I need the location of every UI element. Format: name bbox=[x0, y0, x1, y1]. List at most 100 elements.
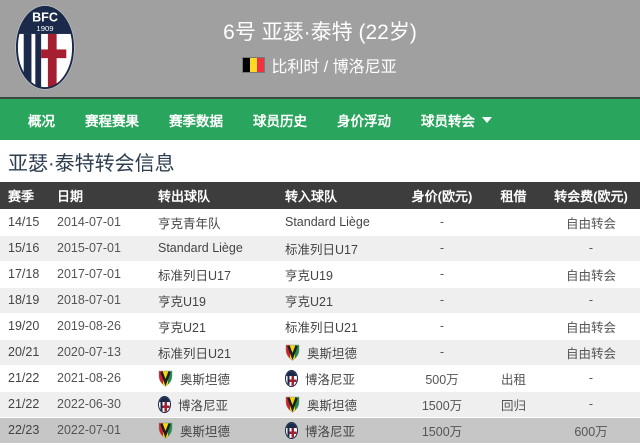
team-name: 亨克青年队 bbox=[158, 216, 221, 231]
loan-cell bbox=[485, 417, 542, 443]
team-name: 亨克U21 bbox=[285, 294, 333, 309]
team-name: 标准列日U21 bbox=[285, 320, 358, 335]
value-cell: 500万 bbox=[425, 372, 459, 387]
table-row: 19/20 2019-08-26 亨克U21 标准列日U21 - 自由转会 bbox=[0, 313, 640, 339]
table-body: 14/15 2014-07-01 亨克青年队 Standard Liège - 自由转会 1… bbox=[0, 209, 640, 443]
loan-cell bbox=[485, 235, 542, 261]
from-team-cell: 亨克青年队 bbox=[150, 209, 277, 235]
fee-cell: - bbox=[588, 293, 594, 307]
season-cell: 14/15 bbox=[8, 215, 40, 229]
to-team-cell: 标准列日U21 bbox=[277, 313, 399, 339]
bologna-crest-icon bbox=[285, 369, 298, 387]
player-header: BFC 1909 6号 亚瑟·泰特 (22岁) 比利时 / 博洛尼亚 bbox=[0, 0, 640, 97]
value-cell: - bbox=[439, 267, 445, 281]
from-team-cell: 博洛尼亚 bbox=[150, 391, 277, 417]
table-row: 15/16 2015-07-01 Standard Liège 标准列日U17 - - bbox=[0, 235, 640, 261]
team-name: 奥斯坦德 bbox=[180, 424, 231, 439]
club-initials: BFC bbox=[32, 10, 58, 24]
to-team-cell: 亨克U21 bbox=[277, 287, 399, 313]
team-name: 奥斯坦德 bbox=[307, 346, 358, 361]
season-cell: 17/18 bbox=[8, 267, 40, 281]
to-team-cell: 奥斯坦德 bbox=[277, 339, 399, 365]
team-name: 博洛尼亚 bbox=[305, 424, 356, 439]
date-cell: 2018-07-01 bbox=[57, 293, 121, 307]
date-cell: 2020-07-13 bbox=[57, 345, 121, 359]
belgium-flag-icon bbox=[243, 58, 265, 73]
from-team-cell: Standard Liège bbox=[150, 235, 277, 261]
team-name: 博洛尼亚 bbox=[305, 372, 356, 387]
team-name: 亨克U19 bbox=[158, 294, 206, 309]
tab-value-trend[interactable]: 身价浮动 bbox=[337, 113, 391, 129]
col-from-team: 转出球队 bbox=[158, 188, 211, 204]
season-cell: 21/22 bbox=[8, 397, 40, 411]
oostende-crest-icon bbox=[285, 344, 300, 361]
main-nav: 概况 赛程赛果 赛季数据 球员历史 身价浮动 球员转会 bbox=[0, 97, 640, 140]
col-season: 赛季 bbox=[8, 188, 35, 204]
fee-cell: 自由转会 bbox=[565, 268, 616, 283]
fee-cell: 600万 bbox=[574, 424, 608, 439]
value-cell: - bbox=[439, 241, 445, 255]
from-team-cell: 奥斯坦德 bbox=[150, 365, 277, 391]
tab-player-history[interactable]: 球员历史 bbox=[253, 113, 307, 129]
chevron-down-icon bbox=[482, 116, 492, 123]
col-to-team: 转入球队 bbox=[285, 188, 338, 204]
loan-cell bbox=[485, 313, 542, 339]
fee-cell: - bbox=[588, 397, 594, 411]
tab-season-stats[interactable]: 赛季数据 bbox=[169, 113, 223, 129]
to-team-cell: 博洛尼亚 bbox=[277, 417, 399, 443]
loan-cell bbox=[485, 261, 542, 287]
from-team-cell: 标准列日U21 bbox=[150, 339, 277, 365]
season-cell: 22/23 bbox=[8, 423, 40, 438]
oostende-crest-icon bbox=[158, 370, 173, 387]
team-name: 奥斯坦德 bbox=[307, 398, 358, 413]
fee-cell: 自由转会 bbox=[565, 346, 616, 361]
date-cell: 2021-08-26 bbox=[57, 371, 121, 385]
loan-cell bbox=[485, 287, 542, 313]
table-row: 21/22 2022-06-30 博洛尼亚 奥斯坦德 1500万 回归 - bbox=[0, 391, 640, 417]
season-cell: 18/19 bbox=[8, 293, 40, 307]
team-name: 标准列日U17 bbox=[158, 268, 231, 283]
to-team-cell: 博洛尼亚 bbox=[277, 365, 399, 391]
team-name: 奥斯坦德 bbox=[180, 372, 231, 387]
to-team-cell: Standard Liège bbox=[277, 209, 399, 235]
value-cell: 1500万 bbox=[421, 424, 463, 439]
value-cell: - bbox=[439, 319, 445, 333]
team-name: 亨克U19 bbox=[285, 268, 333, 283]
date-cell: 2022-07-01 bbox=[57, 423, 121, 438]
date-cell: 2015-07-01 bbox=[57, 241, 121, 255]
col-date: 日期 bbox=[57, 188, 84, 204]
value-cell: - bbox=[439, 215, 445, 229]
team-name: 标准列日U17 bbox=[285, 242, 358, 257]
bottom-strip bbox=[0, 443, 640, 445]
date-cell: 2022-06-30 bbox=[57, 397, 121, 411]
date-cell: 2014-07-01 bbox=[57, 215, 121, 229]
table-row: 17/18 2017-07-01 标准列日U17 亨克U19 - 自由转会 bbox=[0, 261, 640, 287]
tab-fixtures-results[interactable]: 赛程赛果 bbox=[85, 113, 139, 129]
bologna-crest-icon bbox=[285, 421, 298, 439]
to-team-cell: 奥斯坦德 bbox=[277, 391, 399, 417]
from-team-cell: 奥斯坦德 bbox=[150, 417, 277, 443]
table-row: 20/21 2020-07-13 标准列日U21 奥斯坦德 - 自由转会 bbox=[0, 339, 640, 365]
table-row: 14/15 2014-07-01 亨克青年队 Standard Liège - 自由转会 bbox=[0, 209, 640, 235]
player-subtitle: 比利时 / 博洛尼亚 bbox=[223, 53, 417, 77]
fee-cell: - bbox=[588, 371, 594, 385]
team-name: 博洛尼亚 bbox=[178, 398, 229, 413]
season-cell: 21/22 bbox=[8, 371, 40, 385]
to-team-cell: 亨克U19 bbox=[277, 261, 399, 287]
to-team-cell: 标准列日U17 bbox=[277, 235, 399, 261]
bologna-crest-icon bbox=[158, 395, 171, 413]
player-title: 6号 亚瑟·泰特 (22岁) bbox=[223, 20, 417, 44]
tab-player-transfers[interactable]: 球员转会 bbox=[406, 99, 507, 140]
value-cell: - bbox=[439, 345, 445, 359]
tab-overview[interactable]: 概况 bbox=[28, 113, 55, 129]
team-name: Standard Liège bbox=[158, 241, 243, 255]
page-title: 亚瑟·泰特转会信息 bbox=[8, 152, 175, 175]
team-name: Standard Liège bbox=[285, 215, 370, 229]
col-fee: 转会费(欧元) bbox=[554, 188, 628, 204]
loan-cell bbox=[485, 209, 542, 235]
col-value: 身价(欧元) bbox=[411, 188, 473, 204]
oostende-crest-icon bbox=[158, 422, 173, 439]
table-row: 22/23 2022-07-01 奥斯坦德 博洛尼亚 1500万 600万 bbox=[0, 417, 640, 443]
from-team-cell: 亨克U19 bbox=[150, 287, 277, 313]
